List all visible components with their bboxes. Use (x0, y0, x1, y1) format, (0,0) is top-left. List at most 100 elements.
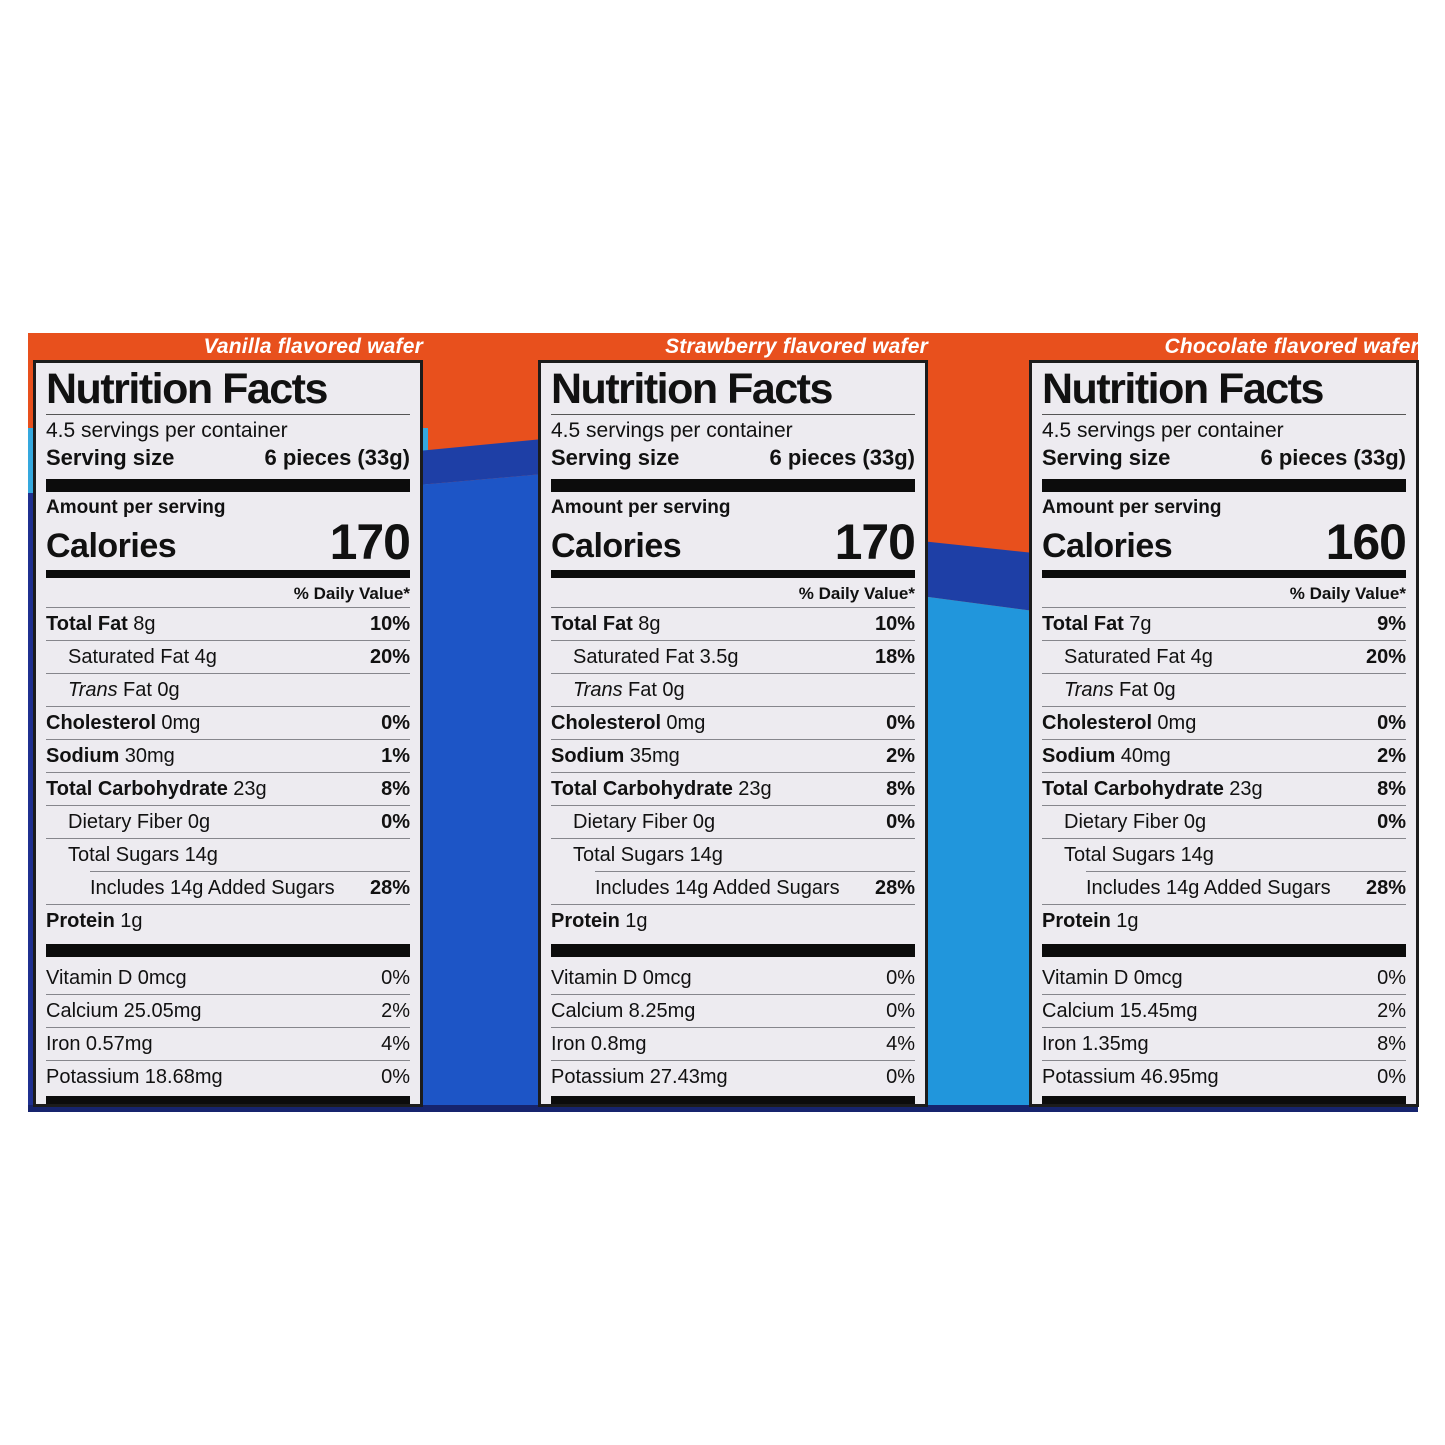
vitamin-name: Calcium (46, 1000, 119, 1023)
vitamin-row: Iron 0.57mg 4% (46, 1027, 410, 1060)
vitamin-daily-value: 8% (1377, 1033, 1406, 1056)
nutrient-amount: 8g (133, 613, 156, 636)
nutrient-amount: 0g (157, 679, 180, 702)
vitamin-rows: Vitamin D 0mcg 0% Calcium 25.05mg 2% Iron 0.5… (46, 962, 410, 1093)
nutrient-daily-value: 2% (886, 745, 915, 768)
vitamin-row: Calcium 8.25mg 0% (551, 994, 915, 1027)
vitamin-name: Potassium (1042, 1066, 1136, 1089)
band-bottom-edge (28, 1105, 1418, 1112)
nutrient-name: Dietary Fiber (68, 811, 183, 834)
amount-per-serving: Amount per serving (551, 496, 731, 518)
nutrient-daily-value: 8% (886, 778, 915, 801)
nutrient-daily-value: 0% (886, 811, 915, 834)
nutrient-row: Saturated Fat 3.5g 18% (551, 640, 915, 673)
nutrition-panel-chocolate: Nutrition Facts 4.5 servings per contain… (1029, 360, 1419, 1107)
nutrient-row: Saturated Fat 4g 20% (1042, 640, 1406, 673)
nutrient-daily-value: 28% (1365, 877, 1406, 900)
nutrient-row: Includes 14g Added Sugars 28% (46, 871, 410, 904)
nutrient-amount: 35mg (629, 745, 680, 768)
nutrient-rows: Total Fat 7g 9% Saturated Fat 4g 20% Trans Fa… (1042, 608, 1406, 937)
vitamin-daily-value: 2% (1377, 1000, 1406, 1023)
nutrient-amount: 7g (1129, 613, 1152, 636)
calories-label: Calories (46, 526, 177, 565)
vitamin-row: Potassium 18.68mg 0% (46, 1060, 410, 1093)
calories-label: Calories (551, 526, 682, 565)
vitamin-amount: 27.43mg (649, 1066, 728, 1089)
vitamin-amount: 8.25mg (628, 1000, 696, 1023)
nutrient-daily-value: 0% (381, 811, 410, 834)
nutrient-daily-value: 0% (886, 712, 915, 735)
vitamin-daily-value: 0% (1377, 1066, 1406, 1089)
nutrient-daily-value: 2% (1377, 745, 1406, 768)
nutrient-name: Protein (1042, 910, 1111, 933)
nutrient-row: Total Carbohydrate 23g 8% (46, 772, 410, 805)
vitamin-amount: 18.68mg (144, 1066, 223, 1089)
vitamin-name: Iron (46, 1033, 81, 1056)
nutrient-amount: 0mg (666, 712, 706, 735)
divider-bar (46, 478, 410, 492)
nutrient-amount: 0g (1183, 811, 1207, 834)
nutrient-name: Fat (123, 679, 152, 702)
band-art-royal (418, 474, 543, 1112)
nutrient-row: Total Sugars 14g (551, 838, 915, 871)
nutrient-daily-value: 28% (874, 877, 915, 900)
nutrient-row: Includes 14g Added Sugars 28% (1042, 871, 1406, 904)
nutrient-row: Dietary Fiber 0g 0% (1042, 805, 1406, 838)
nutrient-rows: Total Fat 8g 10% Saturated Fat 4g 20% Trans F… (46, 608, 410, 937)
nutrient-row: Cholesterol 0mg 0% (1042, 706, 1406, 739)
band-art-stripe2 (921, 541, 1034, 611)
nutrient-amount: 30mg (124, 745, 175, 768)
nutrient-amount: 3.5g (699, 646, 739, 669)
nutrient-name: Cholesterol (1042, 712, 1153, 735)
nutrient-amount: 14g (689, 844, 723, 867)
nutrient-row: Total Carbohydrate 23g 8% (1042, 772, 1406, 805)
flavor-label-vanilla: Vanilla flavored wafer (203, 335, 423, 358)
vitamin-row: Vitamin D 0mcg 0% (551, 962, 915, 994)
nutrient-name: Saturated Fat (573, 646, 695, 669)
vitamin-daily-value: 0% (886, 1000, 915, 1023)
serving-size-label: Serving size (551, 445, 680, 471)
nutrient-row: Sodium 40mg 2% (1042, 739, 1406, 772)
vitamin-name: Potassium (46, 1066, 140, 1089)
vitamin-daily-value: 4% (886, 1033, 915, 1056)
vitamin-name: Vitamin D (46, 967, 133, 990)
vitamin-daily-value: 4% (381, 1033, 410, 1056)
nutrition-facts-title: Nutrition Facts (551, 367, 915, 415)
nutrient-name: Includes 14g Added Sugars (1086, 877, 1331, 900)
calories-value: 160 (1325, 513, 1407, 570)
nutrient-row: Protein 1g (551, 904, 915, 937)
nutrient-row: Total Sugars 14g (1042, 838, 1406, 871)
nutrient-name: Sodium (1042, 745, 1116, 768)
nutrient-row: Total Fat 8g 10% (46, 608, 410, 640)
vitamin-rows: Vitamin D 0mcg 0% Calcium 15.45mg 2% Iron 1.3… (1042, 962, 1406, 1093)
vitamin-amount: 15.45mg (1119, 1000, 1198, 1023)
vitamin-amount: 25.05mg (123, 1000, 202, 1023)
nutrient-daily-value: 10% (874, 613, 915, 636)
flavor-label-strawberry: Strawberry flavored wafer (665, 335, 928, 358)
vitamin-row: Iron 0.8mg 4% (551, 1027, 915, 1060)
vitamin-name: Vitamin D (1042, 967, 1129, 990)
divider-bar (551, 478, 915, 492)
nutrient-name: Total Fat (1042, 613, 1124, 636)
nutrient-row: Includes 14g Added Sugars 28% (551, 871, 915, 904)
nutrient-amount: 23g (233, 778, 267, 801)
nutrient-daily-value: 9% (1377, 613, 1406, 636)
serving-size-row: Serving size 6 pieces (33g) (46, 445, 410, 471)
nutrient-name: Protein (46, 910, 115, 933)
nutrient-name: Saturated Fat (1064, 646, 1186, 669)
nutrient-daily-value: 18% (874, 646, 915, 669)
nutrient-amount: 0g (1153, 679, 1176, 702)
nutrient-amount: 23g (738, 778, 772, 801)
nutrient-daily-value: 20% (1365, 646, 1406, 669)
nutrient-daily-value: 10% (369, 613, 410, 636)
vitamin-daily-value: 0% (381, 967, 410, 990)
nutrient-amount: 4g (194, 646, 217, 669)
nutrient-name: Cholesterol (551, 712, 662, 735)
nutrient-row: Protein 1g (46, 904, 410, 937)
calories-row: Calories 170 (551, 517, 916, 566)
nutrient-name: Dietary Fiber (1064, 811, 1179, 834)
nutrient-name: Cholesterol (46, 712, 157, 735)
nutrient-row: Sodium 30mg 1% (46, 739, 410, 772)
daily-value-header: % Daily Value* (46, 581, 410, 609)
nutrient-row: Total Carbohydrate 23g 8% (551, 772, 915, 805)
